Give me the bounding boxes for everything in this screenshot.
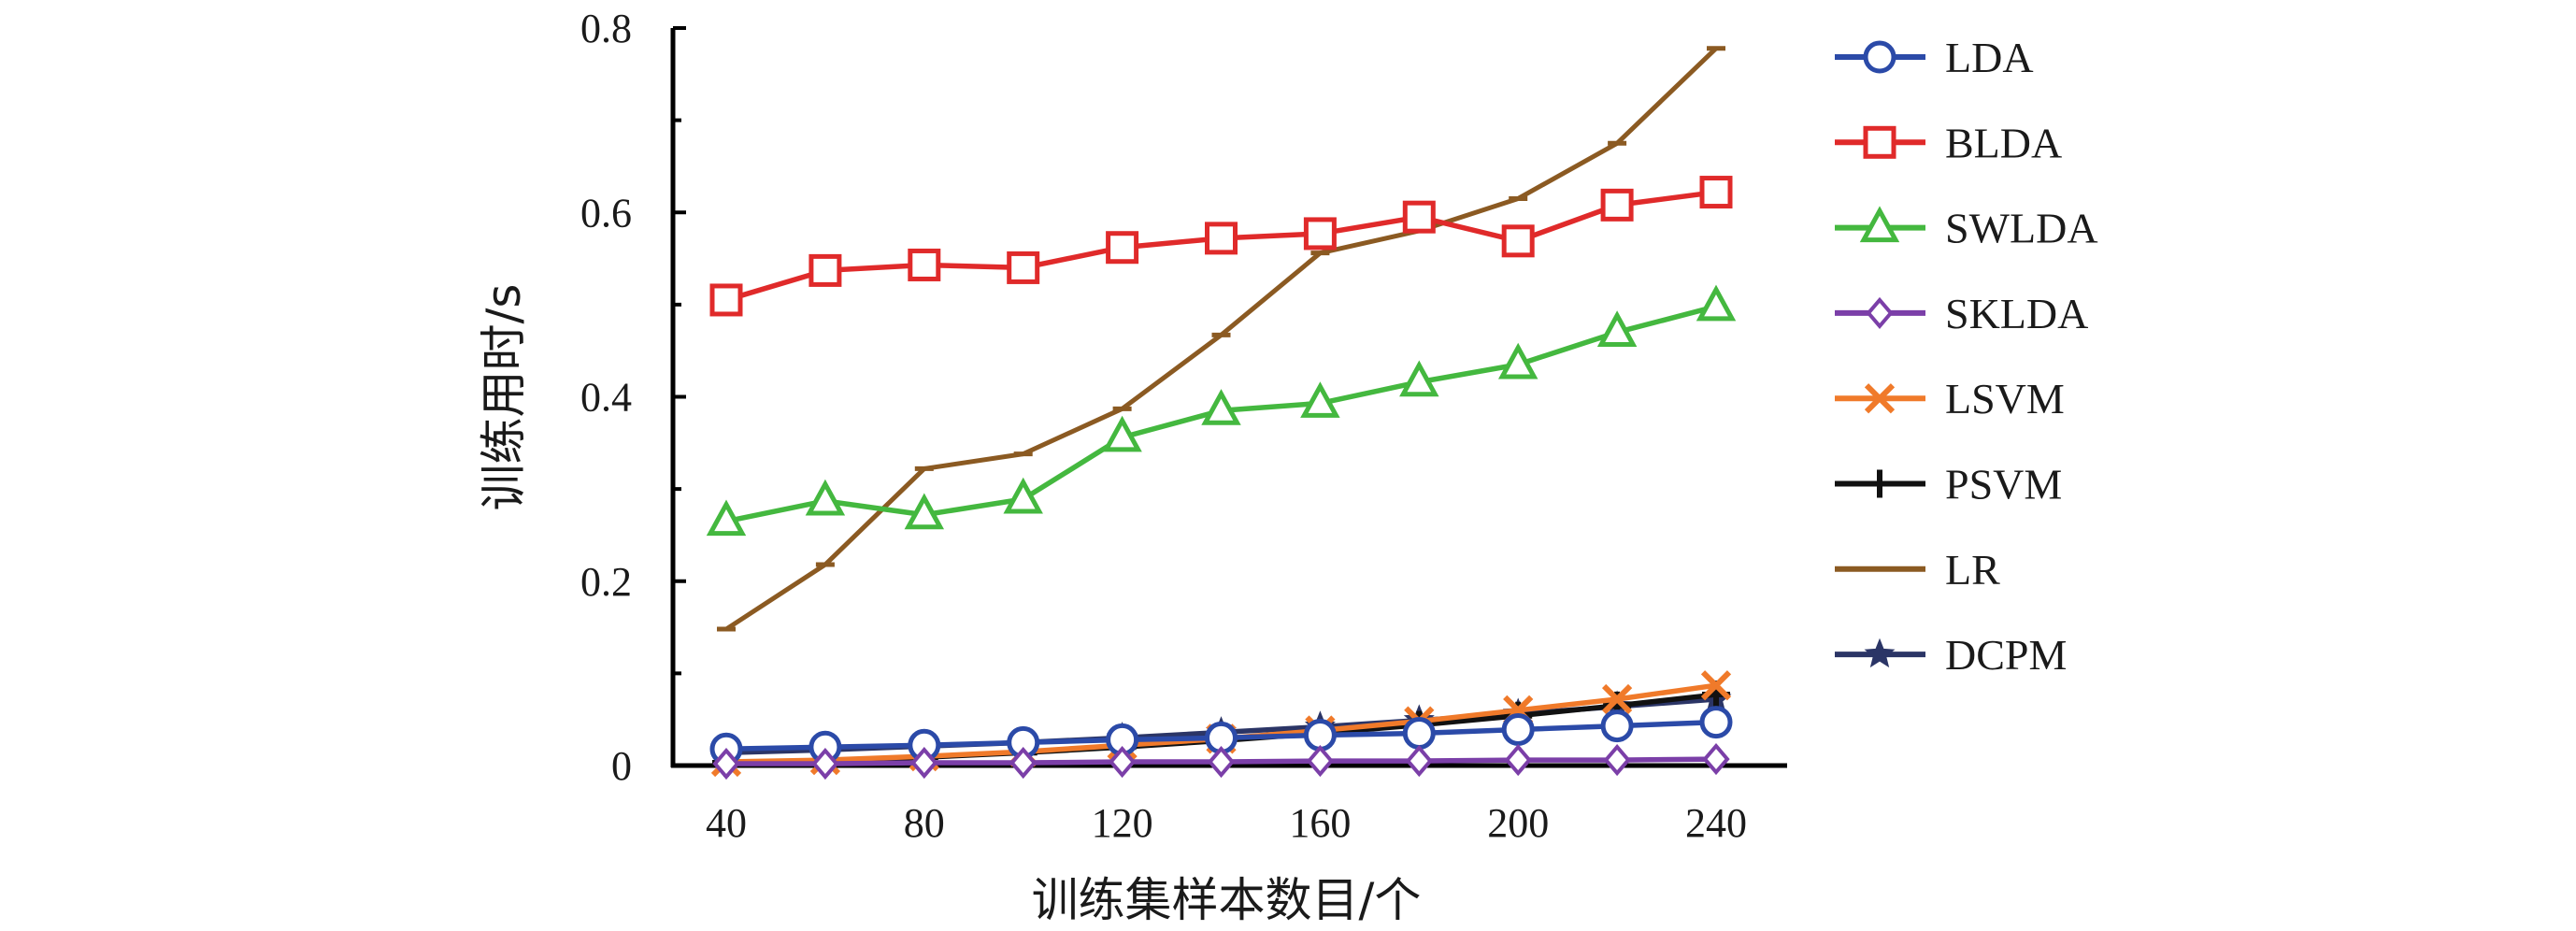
x-tick-label: 120 <box>1092 800 1153 846</box>
legend-marker-psvm <box>1866 469 1894 498</box>
data-point-lda <box>1402 716 1436 750</box>
legend-entry-lsvm: LSVM <box>1835 375 2065 423</box>
legend-entry-swlda: SWLDA <box>1835 205 2098 252</box>
data-point-lda <box>1699 706 1733 739</box>
legend-marker-blda <box>1863 125 1896 159</box>
chart-legend: LDA BLDA SWLDA SKLDA LSVM PSVM LR DCPM <box>1835 34 2098 679</box>
legend-label-sklda: SKLDA <box>1945 290 2088 337</box>
x-tick-label: 40 <box>706 800 747 846</box>
data-point-blda <box>709 283 743 317</box>
plot-area <box>706 46 1737 781</box>
data-point-blda <box>1007 251 1040 284</box>
data-point-swlda <box>1300 381 1340 418</box>
legend-entry-dcpm: DCPM <box>1835 631 2067 679</box>
data-point-swlda <box>1497 342 1538 380</box>
data-point-lda <box>1600 709 1634 743</box>
data-point-sklda <box>811 747 839 781</box>
y-tick-label: 0.8 <box>580 6 632 51</box>
series-lda <box>709 706 1733 766</box>
data-point-sklda <box>1009 746 1038 780</box>
data-point-sklda <box>1306 744 1335 778</box>
chart-axes: 0 0.2 0.4 0.6 0.8 40 80 120 160 200 240 <box>580 6 1787 846</box>
legend-marker-dcpm <box>1864 637 1896 668</box>
legend-marker-lsvm <box>1864 383 1896 414</box>
data-point-blda <box>1205 222 1238 255</box>
data-point-swlda <box>904 493 945 530</box>
data-point-blda <box>1303 217 1337 251</box>
legend-entry-psvm: PSVM <box>1835 461 2062 508</box>
legend-marker-swlda <box>1859 206 1900 243</box>
legend-marker-sklda <box>1866 296 1894 329</box>
legend-label-lsvm: LSVM <box>1945 375 2065 423</box>
data-point-lsvm <box>1700 670 1732 701</box>
data-point-sklda <box>1504 744 1532 777</box>
series-line-lr <box>724 46 1718 632</box>
series-swlda <box>706 284 1737 537</box>
data-point-sklda <box>910 746 938 780</box>
data-point-sklda <box>1702 743 1730 776</box>
data-point-swlda <box>1201 389 1241 425</box>
legend-entry-blda: BLDA <box>1835 119 2062 166</box>
data-point-lda <box>1303 718 1337 752</box>
data-point-blda <box>908 248 941 281</box>
data-point-swlda <box>1399 360 1439 397</box>
x-axis-title: 训练集样本数目/个 <box>1032 873 1422 927</box>
legend-label-swlda: SWLDA <box>1945 205 2098 252</box>
data-point-swlda <box>805 479 846 516</box>
legend-entry-sklda: SKLDA <box>1835 290 2088 337</box>
data-point-blda <box>1699 176 1733 209</box>
x-tick-label: 160 <box>1289 800 1351 846</box>
data-point-sklda <box>1108 745 1137 779</box>
data-point-blda <box>1402 200 1436 234</box>
data-point-swlda <box>1003 477 1043 514</box>
legend-entry-lr: LR <box>1835 546 2000 594</box>
data-point-sklda <box>712 747 740 781</box>
data-point-sklda <box>1207 745 1236 779</box>
legend-label-lr: LR <box>1945 546 2000 594</box>
legend-marker-lda <box>1863 40 1896 74</box>
data-point-blda <box>1501 224 1535 258</box>
series-lr <box>717 46 1725 632</box>
y-tick-label: 0.2 <box>580 559 632 605</box>
data-point-blda <box>1600 188 1634 222</box>
data-point-sklda <box>1603 744 1631 777</box>
data-point-swlda <box>706 499 747 537</box>
series-sklda <box>712 743 1730 781</box>
legend-entry-lda: LDA <box>1835 34 2034 81</box>
y-tick-label: 0.4 <box>580 375 632 421</box>
data-point-swlda <box>1596 310 1638 347</box>
x-tick-label: 200 <box>1487 800 1549 846</box>
data-point-swlda <box>1102 415 1142 452</box>
x-tick-label: 240 <box>1685 800 1747 846</box>
legend-label-lda: LDA <box>1945 34 2034 81</box>
x-tick-label: 80 <box>904 800 945 846</box>
y-tick-label: 0.6 <box>580 190 632 236</box>
data-point-sklda <box>1405 744 1433 778</box>
data-point-swlda <box>1696 284 1737 322</box>
data-point-blda <box>809 253 842 287</box>
legend-label-blda: BLDA <box>1945 119 2062 166</box>
legend-label-psvm: PSVM <box>1945 461 2062 508</box>
data-point-lda <box>1501 713 1535 747</box>
data-point-lsvm <box>1601 683 1633 715</box>
series-blda <box>709 176 1733 317</box>
y-axis-title: 训练用时/s <box>477 284 531 511</box>
y-tick-label: 0 <box>611 743 632 789</box>
legend-label-dcpm: DCPM <box>1945 631 2067 679</box>
data-point-blda <box>1106 231 1139 265</box>
